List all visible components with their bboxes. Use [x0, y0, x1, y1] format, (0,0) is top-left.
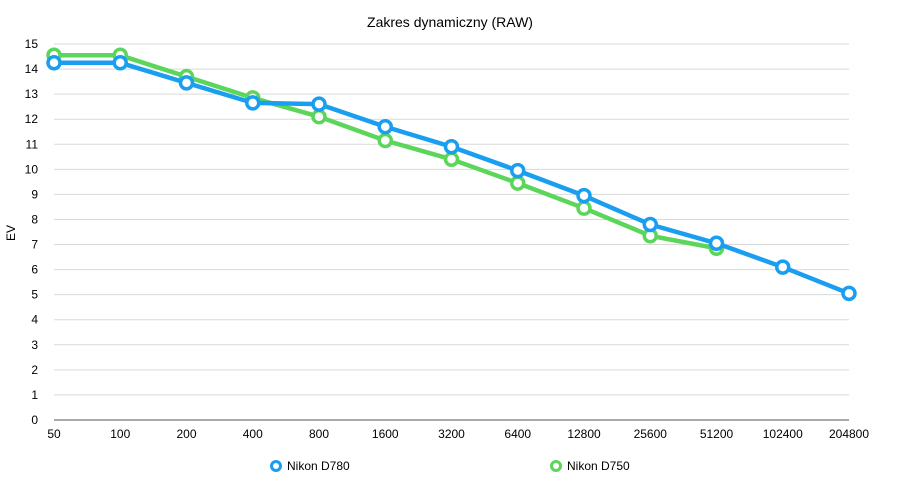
x-tick-label: 1600	[372, 427, 399, 441]
y-tick-label: 5	[31, 288, 38, 302]
data-point	[377, 118, 393, 135]
data-point	[443, 139, 460, 155]
x-tick-label: 800	[309, 427, 329, 441]
data-point	[708, 235, 725, 252]
data-point	[576, 187, 592, 204]
y-tick-label: 0	[31, 413, 38, 427]
series-1	[46, 47, 725, 257]
grid	[54, 43, 849, 421]
legend-marker	[270, 460, 282, 472]
data-point	[112, 55, 128, 71]
x-tick-label: 50	[47, 427, 61, 441]
y-tick-label: 10	[25, 162, 39, 176]
y-tick-label: 9	[31, 187, 38, 201]
legend-label: Nikon D750	[567, 459, 630, 473]
x-tick-labels: 50 100 200 400 800 1600 3200 6400 12800 25600 5120…	[47, 427, 869, 441]
data-point	[510, 162, 526, 179]
y-tick-label: 4	[31, 313, 38, 327]
legend-item: Nikon D750	[550, 459, 630, 473]
legend-item: Nikon D780	[270, 459, 350, 473]
data-point	[311, 108, 327, 125]
y-tick-label: 3	[31, 338, 38, 352]
x-tick-label: 3200	[438, 427, 465, 441]
series-0	[46, 55, 857, 302]
series-line	[51, 60, 852, 296]
y-tick-label: 6	[31, 263, 38, 277]
data-point	[311, 96, 327, 112]
x-tick-label: 204800	[829, 427, 869, 441]
y-tick-label: 1	[31, 388, 38, 402]
data-point	[576, 200, 592, 216]
x-tick-label: 200	[176, 427, 196, 441]
data-point	[841, 285, 857, 302]
y-tick-label: 2	[31, 363, 38, 377]
y-tick-label: 8	[31, 212, 38, 226]
data-point	[245, 95, 261, 111]
y-tick-label: 14	[25, 62, 39, 76]
data-point	[775, 259, 791, 275]
y-tick-label: 13	[25, 87, 39, 101]
x-tick-label: 12800	[567, 427, 601, 441]
data-point	[443, 151, 460, 168]
x-tick-label: 51200	[700, 427, 734, 441]
y-tick-label: 15	[25, 37, 39, 51]
data-point	[377, 132, 393, 149]
data-point	[510, 175, 526, 191]
data-point	[642, 216, 658, 233]
x-tick-label: 100	[110, 427, 130, 441]
x-tick-label: 400	[243, 427, 263, 441]
x-tick-label: 25600	[634, 427, 668, 441]
legend-label: Nikon D780	[287, 459, 350, 473]
data-point	[178, 75, 195, 91]
chart-title: Zakres dynamiczny (RAW)	[367, 14, 533, 30]
data-point	[46, 55, 62, 71]
legend-marker	[550, 460, 562, 472]
legend: Nikon D780 Nikon D750	[270, 459, 630, 473]
y-tick-label: 11	[26, 137, 39, 151]
series-layer	[46, 47, 857, 302]
x-tick-label: 6400	[504, 427, 531, 441]
x-tick-label: 102400	[763, 427, 803, 441]
y-axis-label: EV	[4, 225, 18, 241]
y-tick-label: 12	[25, 112, 39, 126]
y-tick-label: 7	[31, 238, 38, 252]
